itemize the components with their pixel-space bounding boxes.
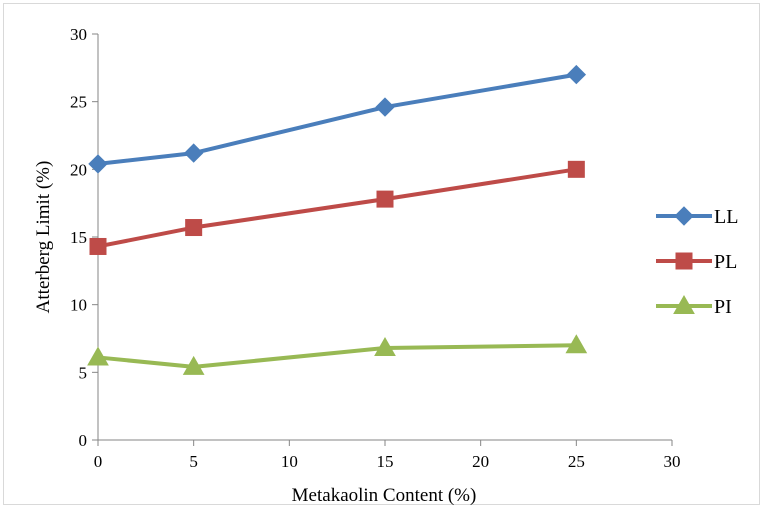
legend-item-pl: PL <box>656 251 737 273</box>
x-tick-label: 5 <box>189 452 198 471</box>
series-pi <box>87 334 588 375</box>
legend-marker-pi <box>673 294 695 314</box>
legend-label-ll: LL <box>714 206 738 228</box>
series-line-pi <box>96 343 579 369</box>
legend-label-pl: PL <box>714 251 737 273</box>
legend-marker-ll <box>674 206 694 226</box>
data-point-pl <box>185 219 203 237</box>
legend-label-pi: PI <box>714 296 732 318</box>
data-point-pl <box>89 237 107 255</box>
legend-marker-pl <box>675 252 693 270</box>
x-tick-label: 25 <box>568 452 585 471</box>
x-tick-label: 10 <box>281 452 298 471</box>
legend-item-pi: PI <box>656 294 732 318</box>
data-point-pi <box>87 346 109 366</box>
data-point-pl <box>376 190 394 208</box>
y-tick-label: 0 <box>79 431 88 450</box>
y-tick-label: 25 <box>70 93 87 112</box>
data-point-pl <box>567 160 585 178</box>
series-ll <box>88 64 587 174</box>
x-tick-label: 20 <box>472 452 489 471</box>
axes: 0 5 10 15 20 25 30 0 5 10 15 20 25 30 <box>70 25 681 471</box>
x-tick-label: 15 <box>377 452 394 471</box>
series-pl <box>89 160 585 255</box>
series-layer <box>87 64 588 375</box>
data-point-ll <box>183 143 204 163</box>
data-point-pi <box>565 334 588 354</box>
data-point-ll <box>88 154 108 174</box>
series-line-ll <box>96 72 579 166</box>
series-line-pl <box>96 167 579 249</box>
y-axis-label: Atterberg Limit (%) <box>33 161 54 314</box>
data-point-pi <box>374 336 396 356</box>
x-tick-label: 30 <box>664 452 681 471</box>
data-point-ll <box>375 97 395 117</box>
legend: LL PL PI <box>656 206 738 318</box>
y-tick-label: 15 <box>70 228 87 247</box>
legend-item-ll: LL <box>656 206 738 228</box>
data-point-ll <box>566 64 587 85</box>
y-tick-label: 20 <box>70 160 87 179</box>
x-axis-label: Metakaolin Content (%) <box>292 485 477 506</box>
data-point-pi <box>182 355 205 375</box>
chart-frame <box>3 3 760 505</box>
x-tick-label: 0 <box>94 452 103 471</box>
y-tick-label: 30 <box>70 25 87 44</box>
y-tick-label: 10 <box>70 296 87 315</box>
y-tick-label: 5 <box>79 363 88 382</box>
